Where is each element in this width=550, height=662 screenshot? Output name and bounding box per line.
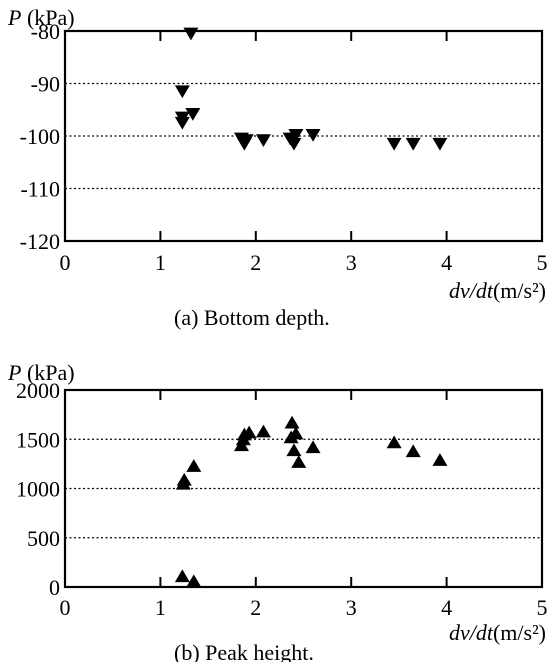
data-point: [432, 453, 448, 466]
data-point: [405, 444, 421, 458]
data-point: [305, 128, 321, 142]
data-point: [291, 455, 307, 468]
x-axis-unit: (m/s²): [493, 620, 546, 645]
x-tick-label: 3: [346, 250, 357, 275]
x-tick-label: 4: [441, 595, 452, 620]
data-point: [255, 424, 271, 438]
x-axis-symbol: dv/dt: [449, 620, 494, 645]
y-axis-label: P (kPa): [7, 5, 75, 30]
plot-area-frame: [63, 29, 544, 243]
data-point: [174, 116, 190, 130]
y-tick-label: -80: [31, 19, 60, 44]
y-tick-label: 1500: [16, 427, 60, 452]
data-point: [432, 137, 448, 151]
panel-b-peak-height: 0 1 2 3 4 5 2000 1500 1000 500 0 P (kPa) dv/dt(m/s²)…: [7, 360, 548, 662]
y-axis-unit: (kPa): [21, 360, 74, 385]
data-point: [241, 425, 257, 439]
x-tick-label: 0: [60, 250, 71, 275]
data-point: [185, 107, 201, 121]
panel-caption: (a) Bottom depth.: [174, 305, 330, 330]
y-axis-label: P (kPa): [7, 360, 75, 385]
y-axis-symbol: P: [7, 360, 21, 385]
x-tick-label: 1: [155, 250, 166, 275]
y-axis-symbol: P: [7, 5, 21, 30]
data-point: [386, 137, 402, 151]
data-point: [174, 85, 190, 99]
data-point: [186, 574, 202, 588]
y-tick-label: 500: [27, 526, 60, 551]
y-tick-label: -110: [20, 177, 60, 202]
data-point: [255, 134, 271, 147]
data-point: [176, 472, 192, 486]
y-tick-label: -100: [20, 124, 60, 149]
x-tick-label: 5: [537, 250, 548, 275]
data-point: [288, 426, 304, 440]
plot-area-frame: [63, 388, 544, 589]
x-tick-label: 2: [250, 595, 261, 620]
panel-a-bottom-depth: 0 1 2 3 4 5 -80 -90 -100 -110 -120 P (kPa) dv/dt(m/s…: [7, 5, 548, 330]
data-point: [288, 128, 304, 142]
data-point: [183, 27, 199, 41]
x-axis-label: dv/dt(m/s²): [449, 620, 546, 645]
data-point: [405, 137, 421, 151]
x-tick-label: 5: [537, 595, 548, 620]
x-tick-label: 1: [155, 595, 166, 620]
data-point: [238, 134, 254, 147]
x-axis-unit: (m/s²): [493, 278, 546, 303]
y-tick-label: 2000: [16, 378, 60, 403]
data-point: [284, 415, 300, 429]
data-point: [174, 569, 190, 583]
x-tick-label: 0: [60, 595, 71, 620]
x-axis-symbol: dv/dt: [449, 278, 494, 303]
data-point: [186, 459, 202, 472]
y-tick-label: 0: [49, 575, 60, 600]
x-tick-label: 3: [346, 595, 357, 620]
data-point: [286, 443, 302, 457]
y-axis-unit: (kPa): [21, 5, 74, 30]
x-tick-label: 4: [441, 250, 452, 275]
data-point: [386, 435, 402, 449]
x-tick-label: 2: [250, 250, 261, 275]
data-point: [286, 137, 302, 151]
x-axis-label: dv/dt(m/s²): [449, 278, 546, 303]
data-point: [305, 440, 321, 454]
panel-caption: (b) Peak height.: [174, 640, 314, 662]
y-tick-label: -90: [31, 72, 60, 97]
y-tick-label: -120: [20, 229, 60, 254]
y-tick-label: 1000: [16, 477, 60, 502]
